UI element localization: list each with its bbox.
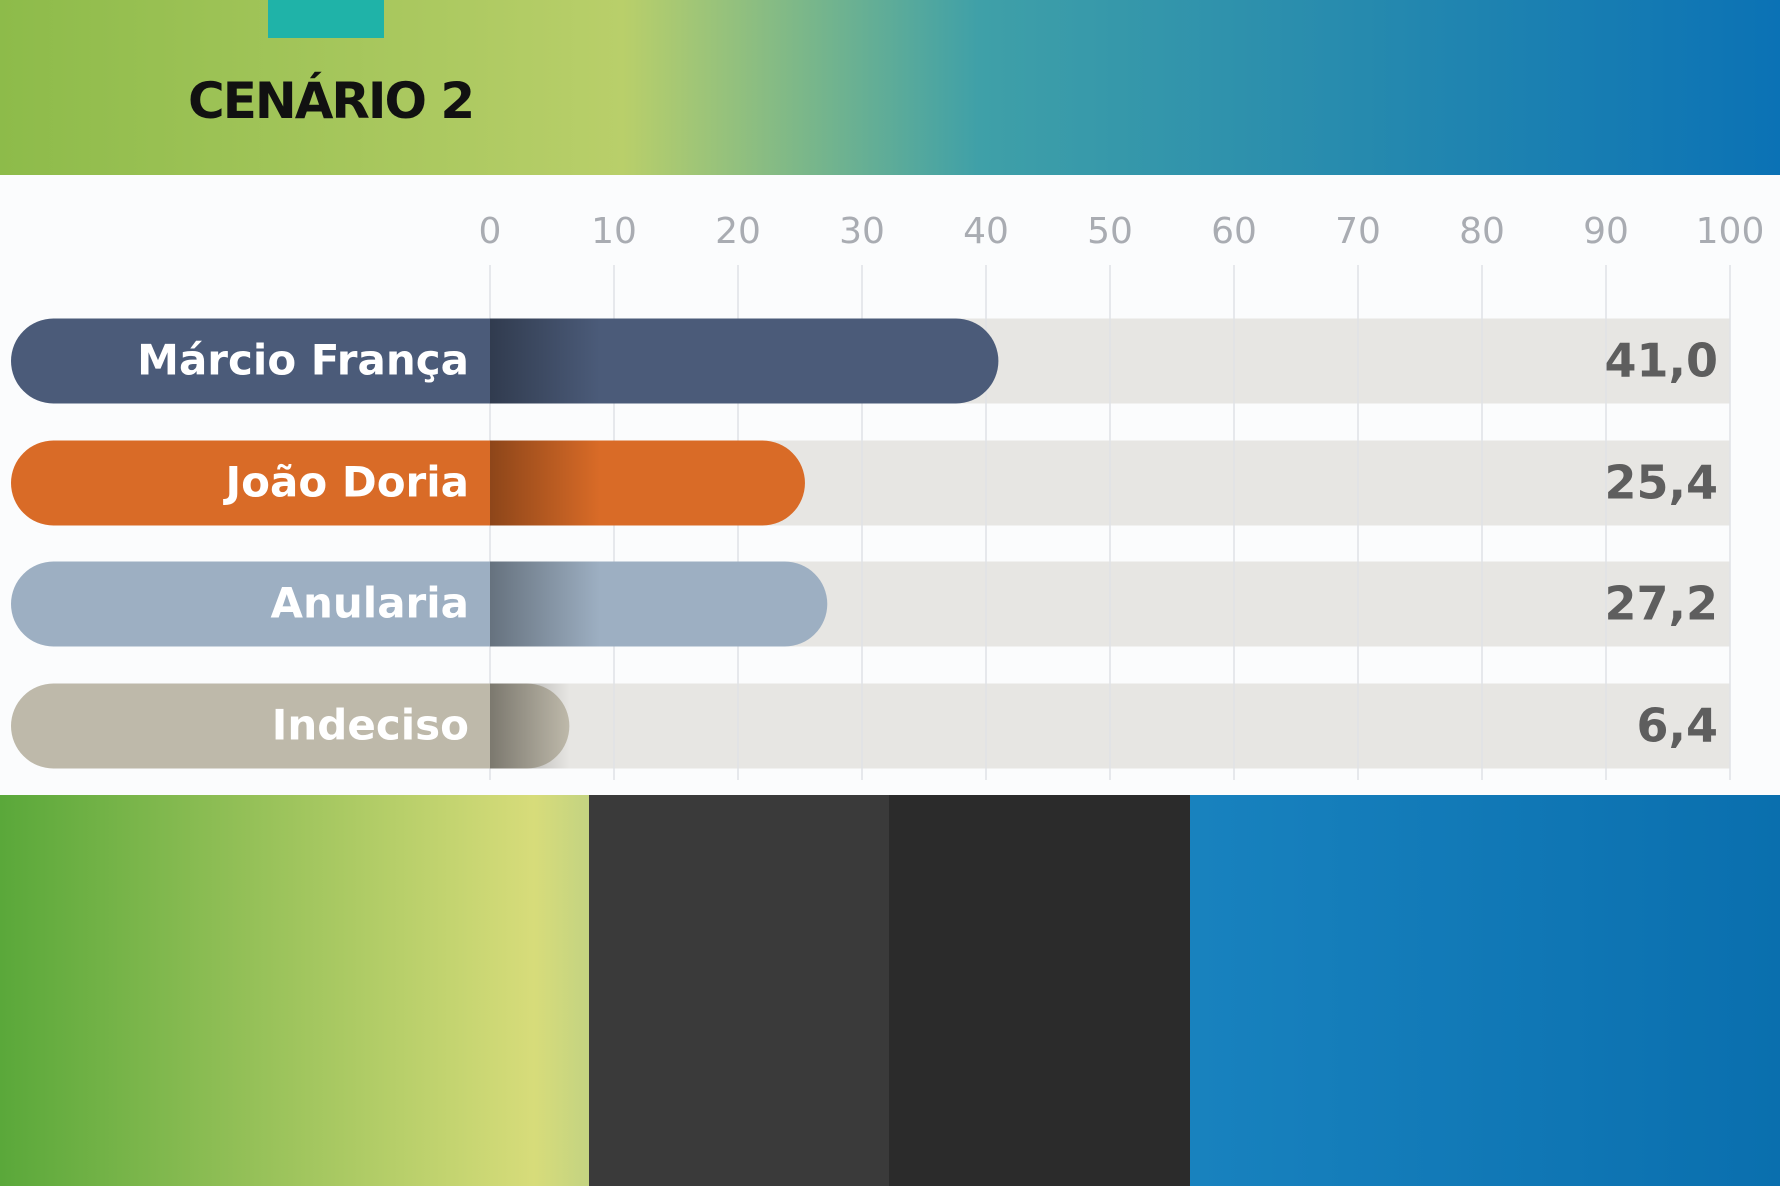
x-tick-label: 0 [479,211,502,252]
bar-shade [490,561,600,647]
bar-label: Indeciso [272,701,469,750]
bar-shade [490,440,600,526]
x-tick-label: 10 [591,211,637,252]
bar-label: João Doria [223,458,469,507]
value-label: 41,0 [1605,334,1719,388]
value-label: 27,2 [1605,577,1719,631]
bar-shade [490,683,570,769]
photo [589,795,889,1186]
x-tick-label: 90 [1583,211,1629,252]
header-accent [268,0,384,38]
x-tick-label: 60 [1211,211,1257,252]
x-tick-label: 20 [715,211,761,252]
value-label: 25,4 [1605,456,1719,510]
x-tick-label: 50 [1087,211,1133,252]
bar-label: Anularia [271,579,470,628]
value-label: 6,4 [1637,699,1719,753]
bar-label: Márcio França [137,336,469,385]
x-tick-label: 80 [1459,211,1505,252]
chart-title: CENÁRIO 2 [188,71,473,130]
x-tick-label: 40 [963,211,1009,252]
bar [11,683,570,769]
x-tick-label: 100 [1696,211,1765,252]
x-tick-label: 30 [839,211,885,252]
bar [11,440,805,526]
x-tick-label: 70 [1335,211,1381,252]
bar [11,561,828,647]
bar-shade [490,318,600,404]
photo [889,795,1190,1186]
